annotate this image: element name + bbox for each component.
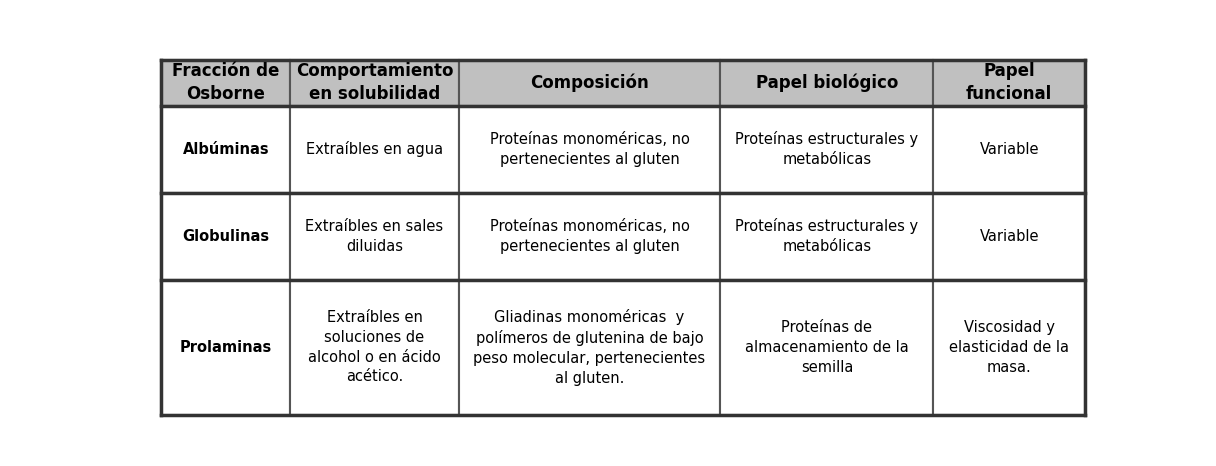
Bar	[162, 280, 291, 415]
Text: Prolaminas: Prolaminas	[180, 340, 272, 355]
Text: Proteínas de
almacenamiento de la
semilla: Proteínas de almacenamiento de la semill…	[745, 320, 908, 375]
Text: Variable: Variable	[979, 229, 1038, 244]
Bar	[162, 193, 291, 280]
Text: Composición: Composición	[530, 73, 649, 92]
Bar	[934, 60, 1085, 106]
Text: Papel biológico: Papel biológico	[756, 73, 899, 92]
Text: Gliadinas monoméricas  y
polímeros de glutenina de bajo
peso molecular, pertenec: Gliadinas monoméricas y polímeros de glu…	[473, 309, 705, 386]
Text: Papel
funcional: Papel funcional	[966, 62, 1052, 103]
Bar	[720, 280, 934, 415]
Text: Extraíbles en sales
diluidas: Extraíbles en sales diluidas	[305, 219, 444, 254]
Bar	[458, 193, 720, 280]
Bar	[291, 106, 458, 193]
Text: Globulinas: Globulinas	[182, 229, 270, 244]
Bar	[720, 193, 934, 280]
Bar	[934, 106, 1085, 193]
Bar	[458, 280, 720, 415]
Bar	[720, 106, 934, 193]
Text: Viscosidad y
elasticidad de la
masa.: Viscosidad y elasticidad de la masa.	[950, 320, 1069, 375]
Bar	[291, 280, 458, 415]
Text: Proteínas estructurales y
metabólicas: Proteínas estructurales y metabólicas	[736, 131, 918, 167]
Bar	[720, 60, 934, 106]
Bar	[291, 193, 458, 280]
Text: Albúminas: Albúminas	[182, 142, 269, 157]
Bar	[291, 60, 458, 106]
Text: Variable: Variable	[979, 142, 1038, 157]
Text: Extraíbles en agua: Extraíbles en agua	[306, 141, 443, 157]
Text: Proteínas monoméricas, no
pertenecientes al gluten: Proteínas monoméricas, no pertenecientes…	[490, 219, 689, 254]
Bar	[162, 60, 291, 106]
Text: Fracción de
Osborne: Fracción de Osborne	[173, 62, 280, 103]
Bar	[458, 106, 720, 193]
Text: Proteínas estructurales y
metabólicas: Proteínas estructurales y metabólicas	[736, 219, 918, 254]
Bar	[458, 60, 720, 106]
Bar	[934, 280, 1085, 415]
Text: Proteínas monoméricas, no
pertenecientes al gluten: Proteínas monoméricas, no pertenecientes…	[490, 132, 689, 167]
Bar	[934, 193, 1085, 280]
Text: Comportamiento
en solubilidad: Comportamiento en solubilidad	[295, 62, 454, 103]
Bar	[162, 106, 291, 193]
Text: Extraíbles en
soluciones de
alcohol o en ácido
acético.: Extraíbles en soluciones de alcohol o en…	[308, 310, 441, 384]
